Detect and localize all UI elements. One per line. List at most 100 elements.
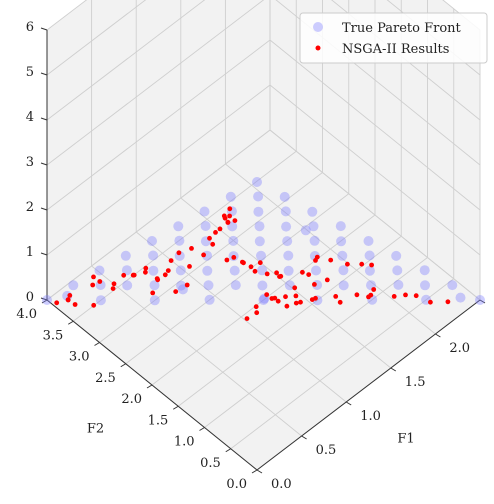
- nsga-ii-result-point: [97, 279, 103, 284]
- nsga-ii-result-point: [165, 268, 171, 273]
- true-pareto-front-point: [177, 284, 188, 295]
- z-grid-right-wall: [269, 39, 481, 211]
- nsga-ii-result-point: [278, 273, 284, 279]
- true-pareto-front-point: [337, 250, 348, 261]
- nsga-ii-result-point: [207, 235, 212, 241]
- true-pareto-front-point: [420, 280, 430, 291]
- z-tick-mark: [40, 297, 48, 301]
- true-pareto-front-point: [447, 280, 458, 291]
- nsga-ii-result-point: [312, 282, 317, 287]
- y-tick-label: 3.0: [69, 350, 90, 365]
- nsga-ii-result-point: [227, 213, 233, 219]
- true-pareto-front-point: [120, 250, 131, 261]
- true-pareto-front-point: [253, 191, 264, 202]
- x-tick-label: 1.5: [405, 375, 426, 390]
- legend-frame: [299, 12, 488, 64]
- true-pareto-front-point: [338, 280, 349, 291]
- y-tick-mark: [67, 320, 74, 325]
- true-pareto-front-point: [335, 221, 346, 232]
- nsga-ii-result-point: [240, 259, 245, 265]
- x-tick-mark: [435, 333, 441, 338]
- z-tick-label: 3: [26, 155, 34, 170]
- y-grid-floor: [177, 235, 402, 407]
- nsga-ii-result-point: [111, 281, 117, 287]
- nsga-ii-result-point: [150, 290, 156, 296]
- y-tick-label: 3.5: [43, 328, 64, 343]
- legend-label-true-pareto-front: True Pareto Front: [342, 21, 462, 36]
- y-axis-label: F2: [87, 422, 104, 437]
- nsga-ii-result-point: [210, 241, 216, 247]
- legend: True Pareto Front NSGA-II Results: [299, 12, 488, 64]
- y-tick-label: 2.0: [121, 392, 142, 407]
- true-pareto-front-point: [309, 235, 320, 246]
- true-pareto-front-point: [225, 191, 236, 202]
- z-grid-left-wall: [46, 129, 271, 301]
- nsga-ii-result-point: [264, 271, 270, 277]
- z-grid-left-wall: [46, 0, 88, 31]
- y-grid-floor: [125, 193, 350, 365]
- x-tick-mark: [345, 401, 352, 406]
- nsga-ii-result-point: [184, 282, 190, 288]
- nsga-ii-result-point: [354, 292, 360, 298]
- nsga-ii-result-point: [284, 303, 290, 309]
- nsga-ii-result-point: [224, 257, 230, 263]
- true-pareto-front-point: [149, 295, 160, 306]
- z-grid-left-wall: [46, 0, 265, 166]
- z-tick-mark: [40, 207, 48, 211]
- y-tick-mark: [172, 405, 179, 410]
- nsga-ii-result-point: [300, 269, 305, 275]
- true-pareto-front-point: [254, 236, 265, 247]
- y-tick-label: 1.5: [148, 413, 169, 428]
- x-tick-label: 0.5: [316, 443, 337, 458]
- true-pareto-front-point: [257, 280, 268, 291]
- nsga-ii-result-point: [345, 261, 350, 267]
- nsga-ii-result-point: [292, 285, 298, 291]
- true-pareto-front-point: [149, 280, 160, 291]
- true-pareto-front-point: [148, 250, 159, 261]
- z-grid-left-wall: [46, 39, 271, 211]
- nsga-ii-result-point: [369, 262, 374, 268]
- data-points: [42, 177, 485, 321]
- y-grid-floor: [151, 214, 376, 386]
- y-tick-mark: [146, 384, 153, 389]
- nsga-ii-result-point: [293, 293, 299, 299]
- nsga-ii-result-point: [173, 289, 179, 294]
- nsga-ii-result-point: [298, 299, 303, 305]
- true-pareto-front-point: [200, 221, 211, 231]
- nsga-ii-result-point: [90, 282, 96, 288]
- nsga-ii-result-point: [231, 255, 237, 260]
- nsga-ii-result-point: [252, 268, 258, 274]
- y-grid-floor: [204, 257, 428, 428]
- nsga-ii-result-point: [221, 213, 227, 219]
- nsga-ii-result-point: [254, 310, 260, 316]
- true-pareto-front-point: [68, 280, 79, 291]
- z-tick-label: 6: [26, 20, 34, 35]
- true-pareto-front-point: [364, 265, 375, 276]
- nsga-ii-result-point: [232, 218, 238, 224]
- nsga-ii-result-point: [143, 265, 149, 271]
- y-tick-label: 0.5: [200, 456, 221, 471]
- nsga-ii-result-point: [213, 230, 218, 235]
- nsga-ii-result-point: [217, 226, 223, 232]
- true-pareto-front-point: [175, 265, 186, 276]
- nsga-ii-result-point: [176, 250, 182, 256]
- z-tick-label: 5: [26, 65, 34, 80]
- z-grid-left-wall: [46, 84, 271, 256]
- tick-marks: 0.00.51.01.52.02.50.00.51.01.52.02.53.03…: [16, 20, 486, 492]
- true-pareto-front-point: [173, 221, 184, 232]
- x-tick-mark: [390, 367, 397, 372]
- true-pareto-front-point: [283, 250, 294, 261]
- nsga-ii-result-point: [403, 292, 408, 298]
- nsga-ii-result-point: [143, 269, 148, 275]
- z-tick-label: 0: [26, 290, 34, 305]
- nsga-ii-result-point: [428, 299, 433, 305]
- true-pareto-front-point: [363, 236, 374, 246]
- true-pareto-front-point: [253, 206, 264, 217]
- true-pareto-front-point: [147, 236, 157, 246]
- x-tick-mark: [256, 469, 263, 474]
- nsga-ii-result-point: [248, 264, 254, 270]
- true-pareto-front-point: [283, 265, 294, 276]
- z-tick-label: 2: [26, 200, 34, 215]
- true-pareto-front-point: [258, 295, 269, 305]
